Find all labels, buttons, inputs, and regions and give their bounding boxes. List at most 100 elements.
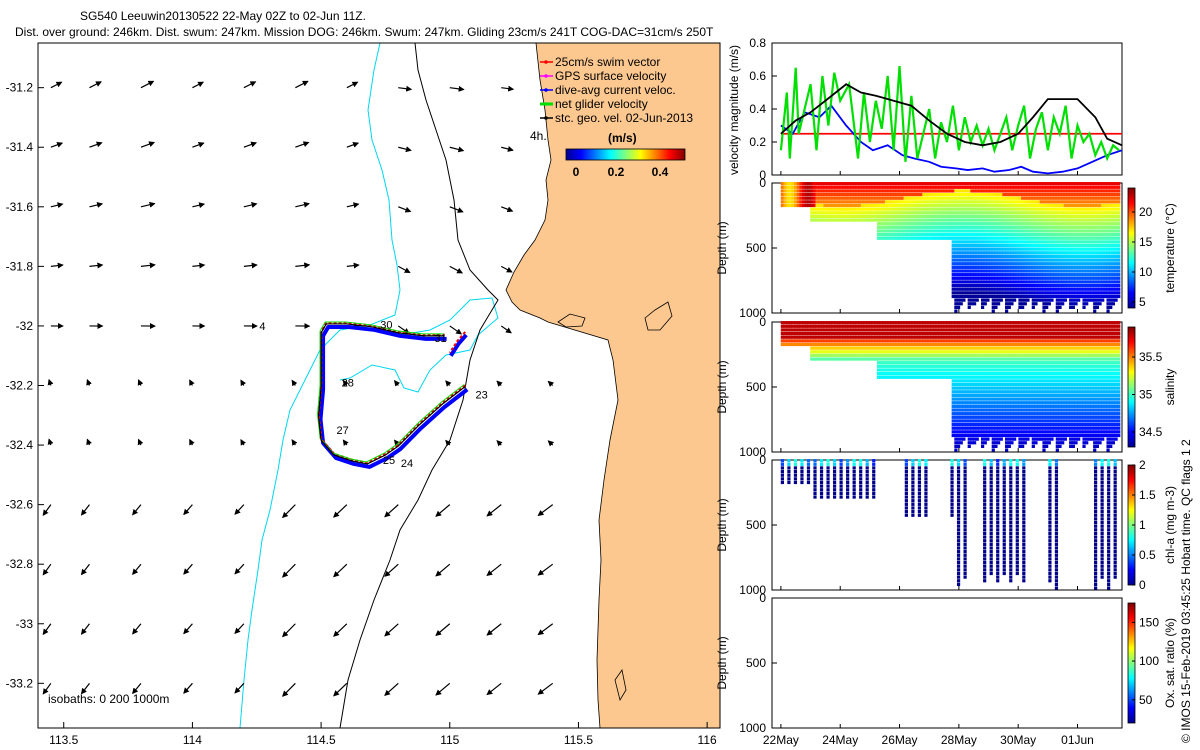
profile-sample <box>1007 430 1011 434</box>
profile-sample <box>1010 350 1014 354</box>
profile-sample <box>844 328 849 332</box>
profile-sample <box>908 328 913 332</box>
profile-sample <box>967 247 971 251</box>
profile-sample <box>964 247 969 251</box>
profile-sample <box>831 350 835 354</box>
profile-sample <box>900 364 905 368</box>
profile-sample <box>1045 214 1049 219</box>
profile-sample <box>1093 225 1097 229</box>
profile-sample <box>970 265 974 269</box>
profile-sample <box>1053 236 1057 240</box>
profile-sample <box>879 182 883 186</box>
profile-sample <box>997 375 1001 379</box>
profile-sample <box>1029 339 1033 343</box>
profile-sample <box>1045 182 1049 186</box>
profile-sample <box>1071 236 1075 240</box>
profile-sample <box>997 207 1001 211</box>
profile-sample <box>967 393 971 398</box>
profile-sample <box>834 321 838 325</box>
profile-sample <box>802 200 806 204</box>
profile-sample <box>1005 203 1009 208</box>
profile-sample <box>978 422 982 427</box>
profile-sample <box>956 328 961 332</box>
profile-sample <box>927 225 931 229</box>
profile-sample <box>972 192 977 197</box>
profile-sample <box>1103 247 1107 251</box>
profile-sample <box>1053 233 1057 237</box>
profile-sample <box>972 346 977 350</box>
profile-sample <box>1053 276 1057 280</box>
profile-sample <box>1095 283 1099 288</box>
profile-sample <box>980 287 985 291</box>
profile-sample <box>989 280 993 284</box>
profile-sample <box>1021 390 1025 394</box>
profile-sample <box>898 214 902 219</box>
profile-sample <box>815 185 819 189</box>
profile-sample <box>1093 254 1097 259</box>
profile-sample <box>980 265 985 269</box>
profile-sample <box>978 408 982 412</box>
profile-sample <box>962 404 966 408</box>
profile-sample <box>890 189 894 193</box>
profile-sample <box>892 353 897 358</box>
profile-sample <box>943 214 947 219</box>
profile-sample <box>791 321 795 325</box>
profile-sample <box>991 364 995 368</box>
profile-sample <box>1077 298 1081 302</box>
profile-sample <box>860 200 865 204</box>
profile-sample <box>938 324 942 328</box>
profile-sample <box>1023 182 1027 186</box>
profile-sample <box>943 353 947 358</box>
profile-sample <box>1026 331 1030 336</box>
profile-sample <box>874 189 878 193</box>
profile-sample <box>1029 364 1033 368</box>
profile-sample <box>799 200 803 204</box>
profile-sample <box>970 335 974 339</box>
profile-sample <box>1058 265 1062 269</box>
profile-sample <box>986 328 990 332</box>
profile-sample <box>954 346 958 350</box>
profile-sample <box>855 328 859 332</box>
profile-sample <box>1095 214 1099 219</box>
profile-sample <box>1063 200 1067 204</box>
profile-sample <box>1007 200 1011 204</box>
profile-sample <box>1117 200 1121 204</box>
profile-sample <box>1021 291 1025 295</box>
profile-sample <box>1029 192 1033 197</box>
profile-sample <box>935 368 939 372</box>
profile-sample <box>1101 200 1105 204</box>
profile-sample <box>820 321 825 325</box>
profile-sample <box>1087 225 1091 229</box>
profile-sample <box>930 375 934 379</box>
profile-sample <box>1005 229 1009 233</box>
profile-sample <box>997 397 1001 401</box>
profile-sample <box>959 441 963 445</box>
profile-sample <box>1082 269 1086 273</box>
profile-sample <box>1045 243 1049 248</box>
profile-sample <box>1082 243 1086 248</box>
profile-sample <box>989 339 993 343</box>
profile-sample <box>1031 211 1035 215</box>
profile-sample <box>986 240 990 244</box>
profile-sample <box>1071 207 1075 211</box>
profile-sample <box>975 258 979 262</box>
profile-sample <box>997 426 1001 430</box>
profile-sample <box>1111 269 1115 273</box>
profile-sample <box>983 397 987 401</box>
profile-sample <box>1101 189 1105 193</box>
profile-sample <box>844 350 849 354</box>
profile-sample <box>836 331 841 336</box>
profile-sample <box>826 324 830 328</box>
profile-sample <box>1029 408 1033 412</box>
profile-sample <box>991 243 995 248</box>
profile-sample <box>975 203 979 208</box>
profile-sample <box>842 328 846 332</box>
profile-sample <box>954 243 958 248</box>
profile-sample <box>1021 243 1025 248</box>
profile-sample <box>1050 298 1054 302</box>
profile-sample <box>911 342 915 347</box>
profile-sample <box>1111 294 1115 299</box>
profile-sample <box>916 233 921 237</box>
profile-sample <box>989 203 993 208</box>
profile-sample <box>940 185 945 189</box>
